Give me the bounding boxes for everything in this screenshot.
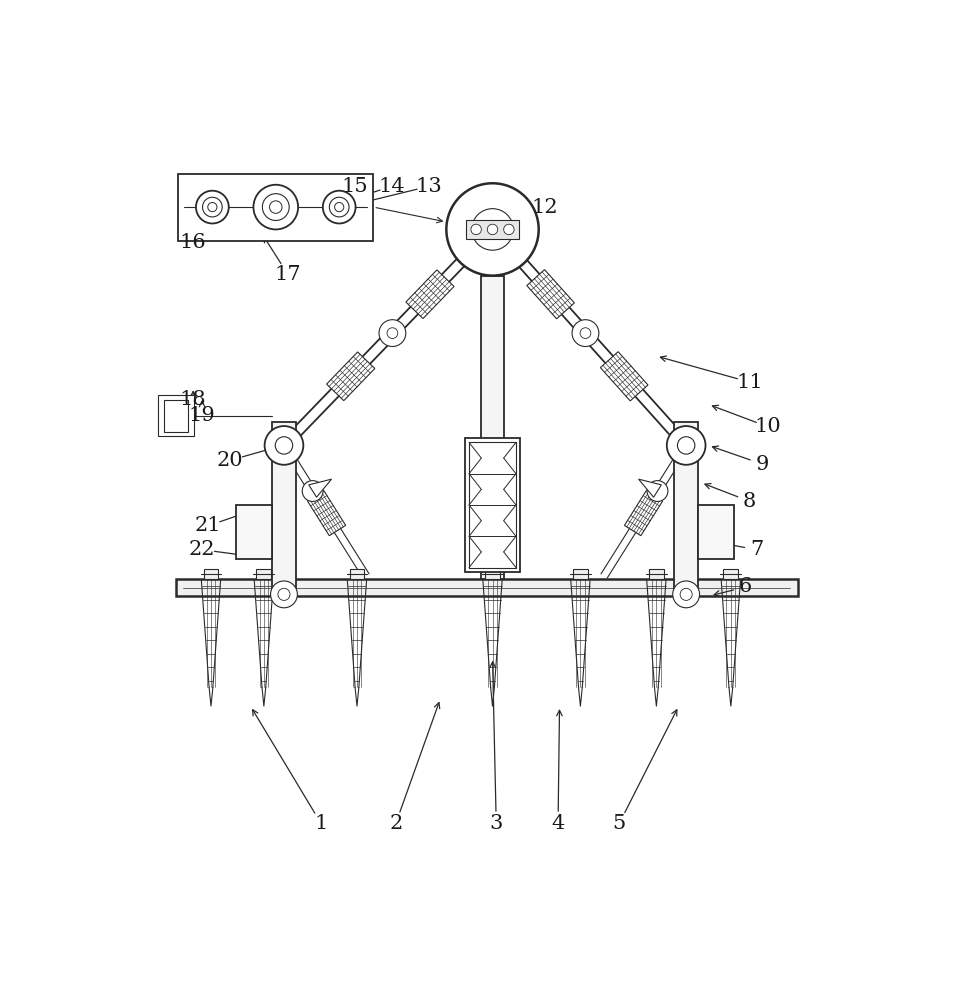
Bar	[164, 400, 188, 432]
Circle shape	[334, 203, 344, 212]
Text: 10: 10	[754, 417, 781, 436]
Text: 17: 17	[275, 265, 301, 284]
Circle shape	[673, 581, 700, 608]
Text: 2: 2	[389, 814, 403, 833]
Bar	[272, 422, 296, 594]
Text: 21: 21	[195, 516, 221, 535]
Text: 13: 13	[416, 177, 443, 196]
Circle shape	[264, 426, 304, 465]
Circle shape	[667, 426, 705, 465]
Circle shape	[269, 201, 282, 213]
Circle shape	[379, 320, 406, 347]
Text: 14: 14	[379, 177, 406, 196]
Circle shape	[302, 481, 323, 501]
Bar	[236, 505, 272, 559]
Text: 3: 3	[489, 814, 503, 833]
Bar	[481, 276, 504, 579]
Text: 1: 1	[314, 814, 328, 833]
Polygon shape	[601, 352, 648, 401]
Bar	[698, 505, 734, 559]
Circle shape	[387, 328, 398, 338]
Text: 5: 5	[612, 814, 626, 833]
Circle shape	[504, 224, 514, 235]
Text: 19: 19	[188, 406, 215, 425]
Bar	[469, 442, 516, 568]
Text: 22: 22	[188, 540, 215, 559]
Circle shape	[196, 191, 229, 223]
Text: 6: 6	[739, 577, 752, 596]
Bar	[466, 220, 519, 239]
Text: 8: 8	[743, 492, 756, 511]
Circle shape	[203, 197, 222, 217]
Circle shape	[580, 328, 591, 338]
Polygon shape	[527, 270, 575, 319]
Bar	[176, 579, 798, 596]
Circle shape	[330, 197, 349, 217]
Circle shape	[254, 185, 298, 229]
Text: 12: 12	[531, 198, 558, 217]
Circle shape	[471, 224, 481, 235]
Bar	[675, 422, 698, 594]
Circle shape	[271, 581, 297, 608]
Text: 9: 9	[755, 455, 769, 474]
Polygon shape	[308, 491, 346, 536]
Text: 15: 15	[341, 177, 368, 196]
Circle shape	[487, 224, 498, 235]
Bar	[649, 569, 664, 579]
Text: 18: 18	[180, 390, 207, 409]
Circle shape	[262, 194, 289, 220]
Text: 16: 16	[180, 233, 207, 252]
Text: 20: 20	[217, 451, 244, 470]
Bar	[464, 438, 521, 572]
Bar	[485, 569, 500, 579]
Polygon shape	[327, 352, 375, 401]
Text: 11: 11	[736, 373, 763, 392]
Text: 4: 4	[552, 814, 565, 833]
Circle shape	[208, 203, 217, 212]
Bar	[159, 395, 194, 436]
Bar	[178, 174, 373, 241]
Circle shape	[323, 191, 356, 223]
Polygon shape	[308, 479, 332, 497]
Bar	[573, 569, 588, 579]
Circle shape	[446, 183, 539, 276]
Circle shape	[647, 481, 668, 501]
Polygon shape	[625, 491, 663, 536]
Text: 7: 7	[751, 540, 764, 559]
Bar	[724, 569, 738, 579]
Circle shape	[572, 320, 599, 347]
Polygon shape	[406, 270, 454, 319]
Bar	[350, 569, 364, 579]
Bar	[257, 569, 271, 579]
Bar	[204, 569, 218, 579]
Polygon shape	[638, 479, 661, 497]
